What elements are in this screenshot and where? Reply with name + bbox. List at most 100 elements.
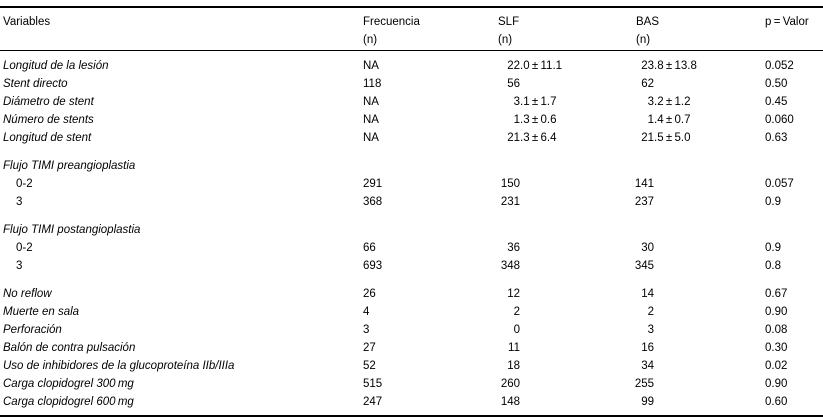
frecuencia-cell: 66 <box>363 242 376 254</box>
p-value-cell: 0.8 <box>765 260 781 272</box>
variable-label-cell: Muerte en sala <box>3 306 80 318</box>
column-header-sublabel: (n) <box>636 34 651 46</box>
column-header-label: BAS <box>636 16 660 28</box>
slf-cell: 21.3 ± 6.4 <box>496 129 630 147</box>
value-integer-part: 345 <box>634 260 654 272</box>
variable-label-cell: Carga clopidogrel 600 mg <box>3 396 134 408</box>
p-value-cell: 0.08 <box>765 324 788 336</box>
table-row: Carga clopidogrel 600 mg 247 148 99 0.60 <box>0 393 823 416</box>
table-row: Perforación 3 0 3 0.08 <box>0 321 823 339</box>
frecuencia-cell: 693 <box>363 260 383 272</box>
table-row: Balón de contra pulsación 27 11 16 0.30 <box>0 339 823 357</box>
table-body: Longitud de la lesión NA 22.0 ± 11.1 23.8 ±… <box>0 51 823 417</box>
table-row: Carga clopidogrel 300 mg 515 260 255 0.90 <box>0 375 823 393</box>
variable-label-cell: Carga clopidogrel 300 mg <box>3 378 134 390</box>
p-value-cell: 0.63 <box>765 132 788 144</box>
frecuencia-cell: NA <box>363 60 379 72</box>
value-integer-part: 348 <box>500 260 520 272</box>
value-integer-part: 255 <box>634 378 654 390</box>
bas-cell: 62 <box>630 75 762 93</box>
p-value-cell: 0.45 <box>765 96 788 108</box>
value-decimal-part: .2 ± 1.2 <box>654 96 691 108</box>
value-decimal-part: .4 ± 0.7 <box>654 114 691 126</box>
variable-label-cell: Longitud de stent <box>3 132 92 144</box>
bas-cell: 255 <box>630 375 762 393</box>
table-row: Longitud de stent NA 21.3 ± 6.4 21.5 ± 5.0 0… <box>0 129 823 147</box>
p-value-cell <box>762 211 823 239</box>
value-integer-part: 16 <box>641 342 654 354</box>
slf-cell: 150 <box>496 175 630 193</box>
value-integer-part: 11 <box>508 342 520 354</box>
value-integer-part: 14 <box>641 288 654 300</box>
bas-cell: 30 <box>630 239 762 257</box>
slf-cell: 3.1 ± 1.7 <box>496 93 630 111</box>
table-row: 0-2 66 36 30 0.9 <box>0 239 823 257</box>
value-integer-part: 62 <box>641 78 654 90</box>
column-header-sublabel: (n) <box>363 34 378 46</box>
slf-cell: 0 <box>496 321 630 339</box>
value-integer-part: 12 <box>507 288 520 300</box>
slf-cell <box>496 147 630 175</box>
table-row: Número de stents NA 1.3 ± 0.6 1.4 ± 0.7 0.06… <box>0 111 823 129</box>
column-header-frecuencia: Frecuencia (n) <box>360 7 496 51</box>
value-integer-part: 3 <box>647 324 654 336</box>
value-integer-part: 141 <box>634 178 654 190</box>
bas-cell <box>630 211 762 239</box>
column-header-bas: BAS (n) <box>630 7 762 51</box>
value-decimal-part: .3 ± 6.4 <box>520 132 557 144</box>
bas-cell: 141 <box>630 175 762 193</box>
value-integer-part: 36 <box>507 242 520 254</box>
p-value-cell: 0.67 <box>765 288 788 300</box>
slf-cell: 36 <box>496 239 630 257</box>
bas-cell <box>630 147 762 175</box>
variable-label-cell: Número de stents <box>3 114 94 126</box>
frecuencia-cell: 291 <box>363 178 383 190</box>
value-integer-part: 1 <box>647 114 654 126</box>
value-integer-part: 99 <box>641 396 654 408</box>
bas-cell: 3.2 ± 1.2 <box>630 93 762 111</box>
frecuencia-cell: 118 <box>363 78 382 90</box>
group-header-row: Flujo TIMI postangioplastia <box>0 211 823 239</box>
frecuencia-cell: 247 <box>363 396 383 408</box>
frecuencia-cell: 3 <box>363 324 370 336</box>
table-row: Diámetro de stent NA 3.1 ± 1.7 3.2 ± 1.2 0.4… <box>0 93 823 111</box>
value-integer-part: 22 <box>507 60 520 72</box>
table-row: Stent directo 118 56 62 0.50 <box>0 75 823 93</box>
value-integer-part: 148 <box>500 396 520 408</box>
variable-label-cell: 0-2 <box>16 242 33 254</box>
frecuencia-cell: 368 <box>363 196 383 208</box>
frecuencia-cell: 515 <box>363 378 383 390</box>
slf-cell <box>496 211 630 239</box>
value-integer-part: 21 <box>507 132 520 144</box>
slf-cell: 2 <box>496 303 630 321</box>
bas-cell: 14 <box>630 275 762 303</box>
value-decimal-part: .0 ± 11.1 <box>520 60 563 72</box>
value-integer-part: 23 <box>641 60 654 72</box>
statistics-table: Variables Frecuencia (n) SLF (n) BAS (n)… <box>0 6 823 417</box>
bas-cell: 21.5 ± 5.0 <box>630 129 762 147</box>
variable-label-cell: Balón de contra pulsación <box>3 342 136 354</box>
value-integer-part: 30 <box>641 242 654 254</box>
slf-cell: 148 <box>496 393 630 416</box>
value-decimal-part: .1 ± 1.7 <box>520 96 557 108</box>
bas-cell: 1.4 ± 0.7 <box>630 111 762 129</box>
variable-label-cell: Perforación <box>3 324 62 336</box>
table-header: Variables Frecuencia (n) SLF (n) BAS (n)… <box>0 7 823 51</box>
value-integer-part: 0 <box>513 324 520 336</box>
bas-cell: 237 <box>630 193 762 211</box>
variable-label-cell: Diámetro de stent <box>3 96 94 108</box>
value-decimal-part: .5 ± 5.0 <box>654 132 691 144</box>
header-row: Variables Frecuencia (n) SLF (n) BAS (n)… <box>0 7 823 51</box>
column-header-sublabel: (n) <box>498 34 513 46</box>
frecuencia-cell: 26 <box>363 288 376 300</box>
bas-cell: 3 <box>630 321 762 339</box>
table-row: 3 693 348 345 0.8 <box>0 257 823 275</box>
column-header-p-value: p = Valor <box>762 7 823 51</box>
p-value-cell <box>762 147 823 175</box>
bas-cell: 16 <box>630 339 762 357</box>
column-header-label: p = Valor <box>765 16 809 28</box>
p-value-cell: 0.30 <box>765 342 788 354</box>
value-integer-part: 34 <box>641 360 654 372</box>
variable-label-cell: Longitud de la lesión <box>3 60 109 72</box>
